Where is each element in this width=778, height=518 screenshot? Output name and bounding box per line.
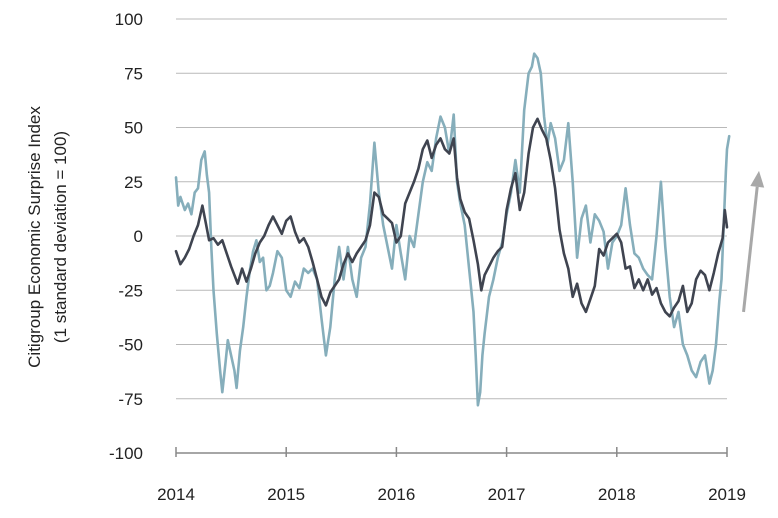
grid-lines	[176, 18, 727, 400]
arrow-head	[750, 170, 765, 188]
x-axis-ticks: 2014 2015 2016 2017 2018 2019	[157, 447, 746, 504]
x-tick-label: 2015	[267, 485, 305, 504]
x-tick-label: 2018	[598, 485, 636, 504]
y-tick-label: -25	[118, 281, 143, 300]
y-axis-ticks: 100 75 50 25 0 -25 -50 -75 -100	[109, 10, 143, 463]
series-lines	[174, 52, 731, 407]
trend-arrow	[742, 170, 765, 313]
series-line-light	[174, 52, 731, 407]
y-tick-label: -75	[118, 390, 143, 409]
y-tick-label: 100	[115, 10, 143, 29]
y-tick-label: 50	[124, 119, 143, 138]
x-tick-label: 2014	[157, 485, 195, 504]
y-tick-label: -50	[118, 336, 143, 355]
x-tick-label: 2017	[488, 485, 526, 504]
y-tick-label: 75	[124, 64, 143, 83]
y-tick-label: 0	[134, 227, 143, 246]
y-axis-label-line1: Citigroup Economic Surprise Index	[25, 106, 44, 368]
y-tick-label: 25	[124, 173, 143, 192]
arrow-shaft	[742, 186, 759, 313]
y-tick-label: -100	[109, 444, 143, 463]
x-tick-label: 2016	[377, 485, 415, 504]
series-line-dark	[174, 117, 729, 318]
x-tick-label: 2019	[708, 485, 746, 504]
y-axis-label-line2: (1 standard deviation = 100)	[51, 131, 70, 343]
